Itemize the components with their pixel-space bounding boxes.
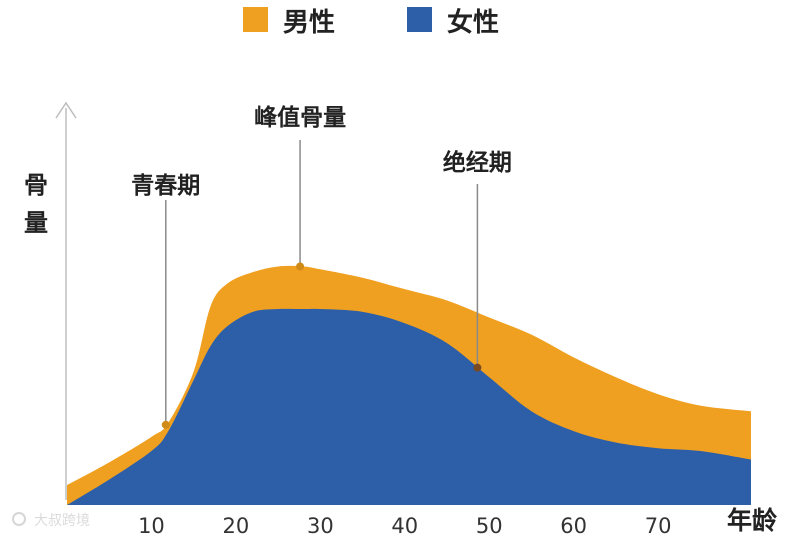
watermark-text: 大叔跨境	[34, 513, 90, 529]
legend: 男性 女性	[243, 7, 499, 38]
legend-swatch-female	[407, 7, 432, 32]
x-tick-labels: 10 20 30 40 50 60 70	[138, 514, 671, 538]
x-tick-label: 70	[645, 514, 672, 538]
x-tick-label: 40	[391, 514, 418, 538]
y-axis-label: 骨量	[24, 171, 48, 237]
x-tick-label: 60	[560, 514, 587, 538]
x-tick-label: 50	[476, 514, 503, 538]
annotation-label: 青春期	[131, 173, 200, 199]
annotation-point	[296, 262, 305, 271]
area-series-female	[67, 308, 751, 505]
x-tick-label: 10	[138, 514, 165, 538]
legend-label-male: 男性	[283, 8, 335, 38]
watermark-logo-icon	[12, 512, 26, 526]
annotation-label: 绝经期	[443, 149, 512, 176]
x-tick-label: 30	[307, 514, 334, 538]
watermark: 大叔跨境	[12, 512, 90, 529]
legend-label-female: 女性	[447, 7, 499, 38]
annotation-label: 峰值骨量	[254, 104, 346, 131]
x-axis-label: 年龄	[727, 506, 778, 535]
annotation-point	[161, 420, 170, 429]
y-axis-arrow-icon	[55, 101, 77, 119]
x-tick-label: 20	[223, 514, 250, 538]
annotation-point	[473, 363, 482, 372]
legend-swatch-male	[243, 7, 268, 32]
